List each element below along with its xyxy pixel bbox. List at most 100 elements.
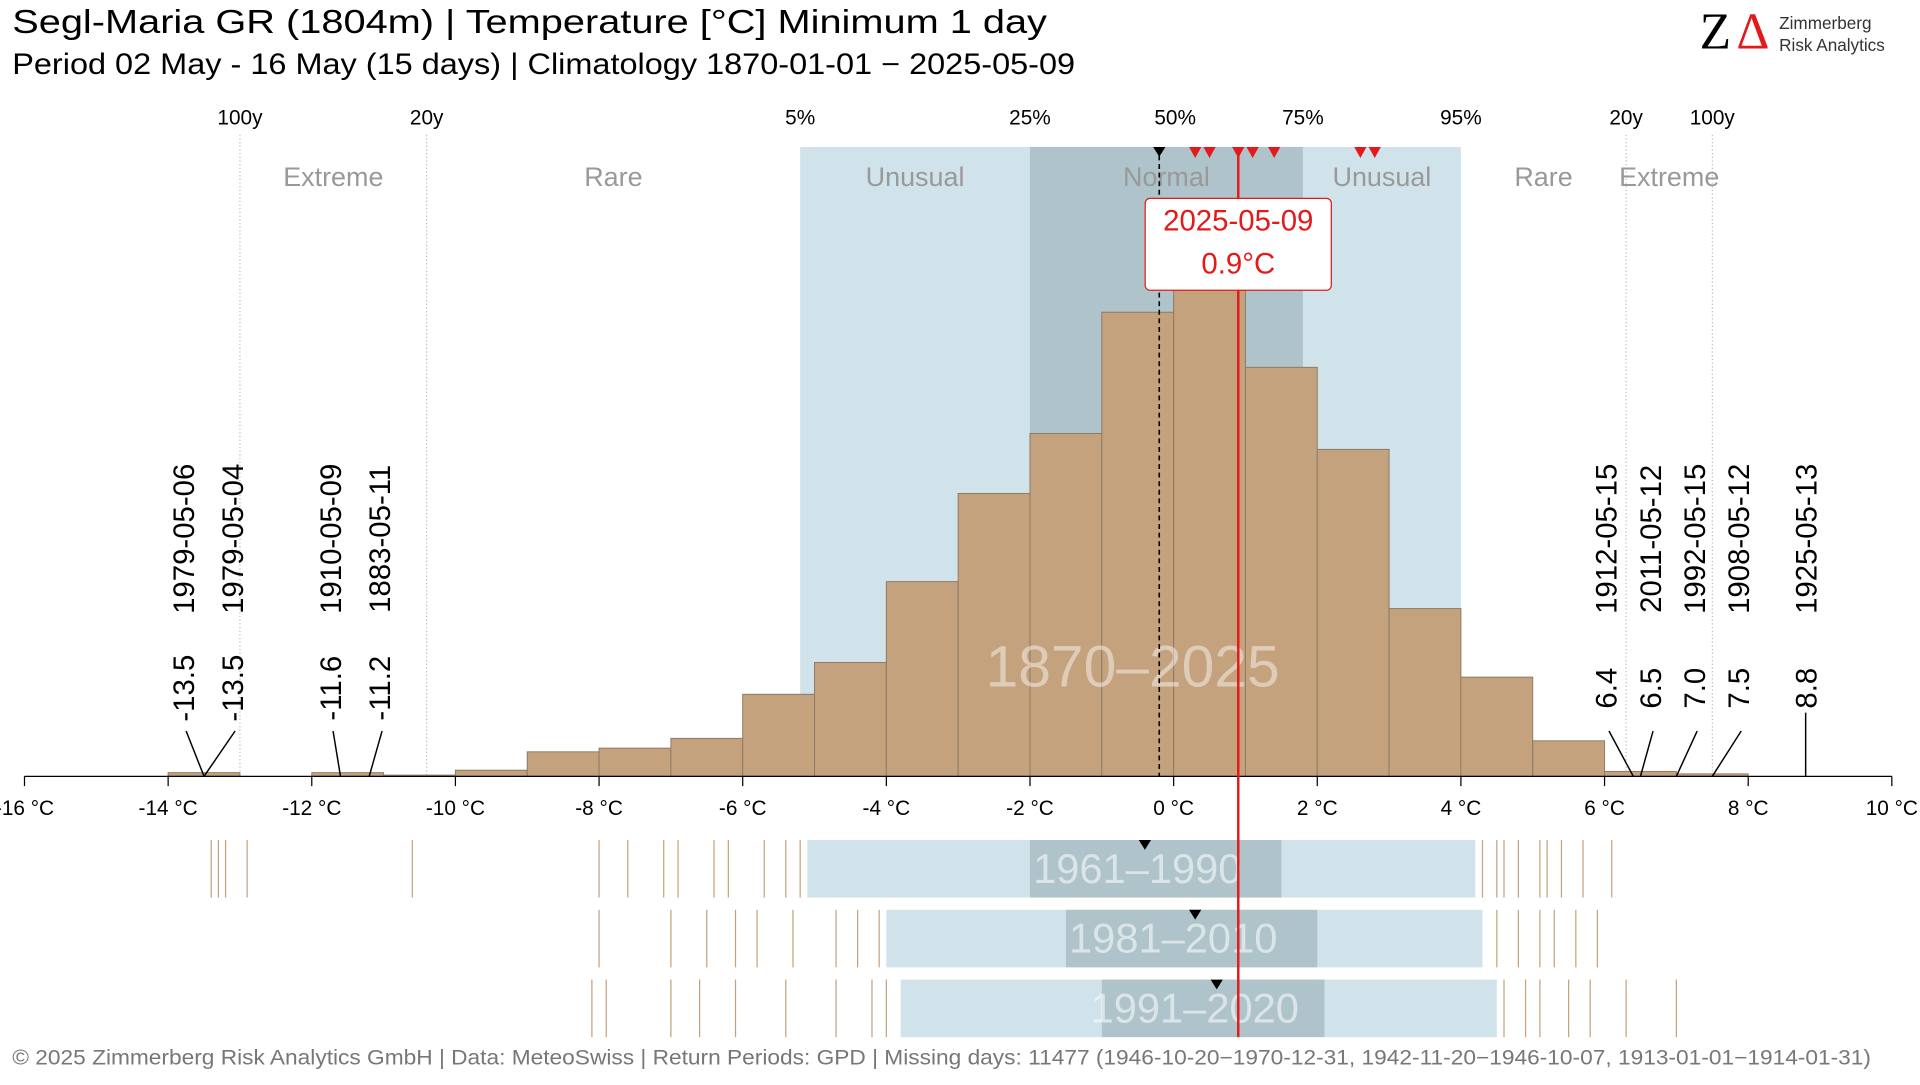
- extreme-leader: [1608, 730, 1634, 777]
- extreme-date: 1992-05-15: [1679, 464, 1712, 614]
- extreme-value: 6.4: [1591, 668, 1624, 709]
- footer: © 2025 Zimmerberg Risk Analytics GmbH | …: [12, 1047, 1871, 1070]
- extreme-value: -11.6: [315, 656, 348, 721]
- extreme-date: 2011-05-12: [1635, 465, 1668, 613]
- recent-day: [1246, 146, 1259, 158]
- extreme-date: 1908-05-12: [1723, 464, 1756, 614]
- current-value: 0.9°C: [1201, 247, 1275, 280]
- clim-band-inner: [1065, 909, 1318, 968]
- current-box: [1144, 197, 1332, 291]
- recent-day: [1268, 146, 1281, 158]
- marker-label: 100y: [1690, 106, 1736, 129]
- x-tick-label: -6 °C: [719, 797, 767, 820]
- extreme-value: -13.5: [217, 655, 250, 722]
- x-tick-label: 8 °C: [1728, 797, 1769, 820]
- extreme-value: -13.5: [168, 655, 201, 722]
- bar: [1532, 740, 1606, 777]
- marker-label: 95%: [1440, 106, 1482, 129]
- class-label: Extreme: [1619, 162, 1719, 192]
- chart-title: Segl-Maria GR (1804m) | Temperature [°C]…: [12, 4, 1047, 41]
- clim-median: [1138, 840, 1152, 850]
- extreme-leader: [203, 730, 236, 777]
- x-tick-label: -12 °C: [282, 797, 341, 820]
- class-label: Unusual: [866, 162, 965, 192]
- clim-median: [1189, 909, 1202, 920]
- recent-day: [1368, 146, 1381, 158]
- class-label: Extreme: [283, 162, 383, 192]
- extreme-value: 7.5: [1723, 668, 1756, 709]
- extreme-value: -11.2: [364, 656, 397, 721]
- marker-label: 20y: [410, 106, 444, 129]
- clim-label: 1981–2010: [1069, 915, 1277, 962]
- marker-label: 5%: [785, 106, 815, 129]
- marker-label: 20y: [1609, 106, 1643, 129]
- class-label: Normal: [1123, 162, 1210, 192]
- clim-label: 1961–1990: [1033, 845, 1241, 892]
- logo-delta: Δ: [1736, 4, 1769, 61]
- extreme-date: 1912-05-15: [1591, 464, 1624, 614]
- marker-label: 50%: [1154, 106, 1196, 129]
- recent-day: [1354, 146, 1367, 158]
- current-date: 2025-05-09: [1163, 205, 1313, 238]
- logo-line1: Zimmerberg: [1779, 13, 1871, 33]
- bar: [1029, 432, 1103, 777]
- recent-day: [1189, 146, 1202, 158]
- x-tick-label: 10 °C: [1866, 797, 1918, 820]
- marker-label: 25%: [1009, 106, 1051, 129]
- x-tick-label: -2 °C: [1006, 797, 1054, 820]
- x-tick-label: -4 °C: [863, 797, 911, 820]
- recent-day: [1232, 146, 1245, 158]
- bar: [598, 747, 672, 777]
- x-tick-label: -10 °C: [426, 797, 485, 820]
- class-label: Rare: [584, 162, 642, 192]
- bar: [1388, 608, 1462, 777]
- x-tick-label: -14 °C: [139, 797, 198, 820]
- bar: [814, 661, 887, 777]
- class-label: Unusual: [1333, 162, 1432, 192]
- extreme-leader: [332, 730, 342, 777]
- recent-day: [1203, 146, 1216, 158]
- marker-label: 100y: [217, 106, 263, 129]
- extreme-date: 1925-05-13: [1790, 464, 1823, 614]
- x-tick-label: 0 °C: [1153, 797, 1194, 820]
- extreme-leader: [1675, 730, 1698, 777]
- marker-label: 75%: [1282, 106, 1324, 129]
- bar: [742, 693, 816, 777]
- extreme-leader: [185, 730, 205, 777]
- x-tick-label: 6 °C: [1584, 797, 1625, 820]
- extreme-date: 1979-05-04: [217, 464, 250, 614]
- bar: [670, 737, 744, 777]
- x-tick-label: -16 °C: [0, 797, 54, 820]
- clim-label: 1991–2020: [1091, 984, 1299, 1031]
- extreme-leader: [1639, 730, 1654, 777]
- class-label: Rare: [1514, 162, 1572, 192]
- extreme-leader: [1711, 730, 1742, 777]
- x-tick-label: 4 °C: [1441, 797, 1482, 820]
- extreme-value: 8.8: [1790, 668, 1823, 709]
- bar: [1460, 676, 1534, 777]
- extreme-value: 7.0: [1679, 668, 1712, 709]
- bar: [1244, 366, 1318, 777]
- chart-subtitle: Period 02 May - 16 May (15 days) | Clima…: [12, 48, 1075, 81]
- median-triangle: [1153, 146, 1166, 157]
- logo-line2: Risk Analytics: [1779, 35, 1885, 55]
- bar: [526, 751, 600, 777]
- extreme-leader: [368, 730, 383, 777]
- extreme-date: 1910-05-09: [315, 464, 348, 614]
- extreme-value: 6.5: [1635, 668, 1668, 709]
- x-tick-label: -8 °C: [575, 797, 623, 820]
- period-label: 1870–2025: [986, 635, 1280, 700]
- clim-band-inner: [1101, 979, 1325, 1038]
- bar: [454, 769, 528, 777]
- logo-z: Z: [1700, 4, 1731, 61]
- bar: [1101, 311, 1175, 777]
- bar: [957, 492, 1031, 777]
- bar: [885, 581, 959, 777]
- extreme-date: 1883-05-11: [364, 465, 397, 613]
- x-tick-label: 2 °C: [1297, 797, 1338, 820]
- extreme-date: 1979-05-06: [168, 464, 201, 614]
- clim-median: [1210, 979, 1223, 990]
- bar: [1316, 448, 1390, 777]
